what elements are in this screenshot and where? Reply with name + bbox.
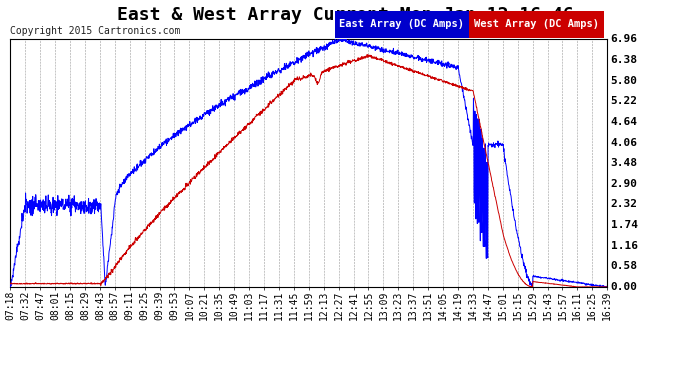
Text: 4.64: 4.64 — [611, 117, 638, 127]
Text: 2.32: 2.32 — [611, 200, 638, 209]
Text: 5.22: 5.22 — [611, 96, 638, 106]
Text: 6.96: 6.96 — [611, 34, 638, 44]
Text: East & West Array Current Mon Jan 12 16:46: East & West Array Current Mon Jan 12 16:… — [117, 6, 573, 24]
Text: East Array (DC Amps): East Array (DC Amps) — [339, 20, 464, 29]
Text: 5.80: 5.80 — [611, 76, 638, 86]
Text: West Array (DC Amps): West Array (DC Amps) — [474, 20, 599, 29]
Text: 6.38: 6.38 — [611, 55, 638, 65]
Text: 0.00: 0.00 — [611, 282, 638, 292]
Text: 4.06: 4.06 — [611, 138, 638, 147]
Text: 3.48: 3.48 — [611, 158, 638, 168]
Text: 1.16: 1.16 — [611, 241, 638, 250]
Text: Copyright 2015 Cartronics.com: Copyright 2015 Cartronics.com — [10, 26, 181, 36]
Text: 0.58: 0.58 — [611, 261, 638, 271]
Text: 1.74: 1.74 — [611, 220, 638, 230]
Text: 2.90: 2.90 — [611, 179, 638, 189]
